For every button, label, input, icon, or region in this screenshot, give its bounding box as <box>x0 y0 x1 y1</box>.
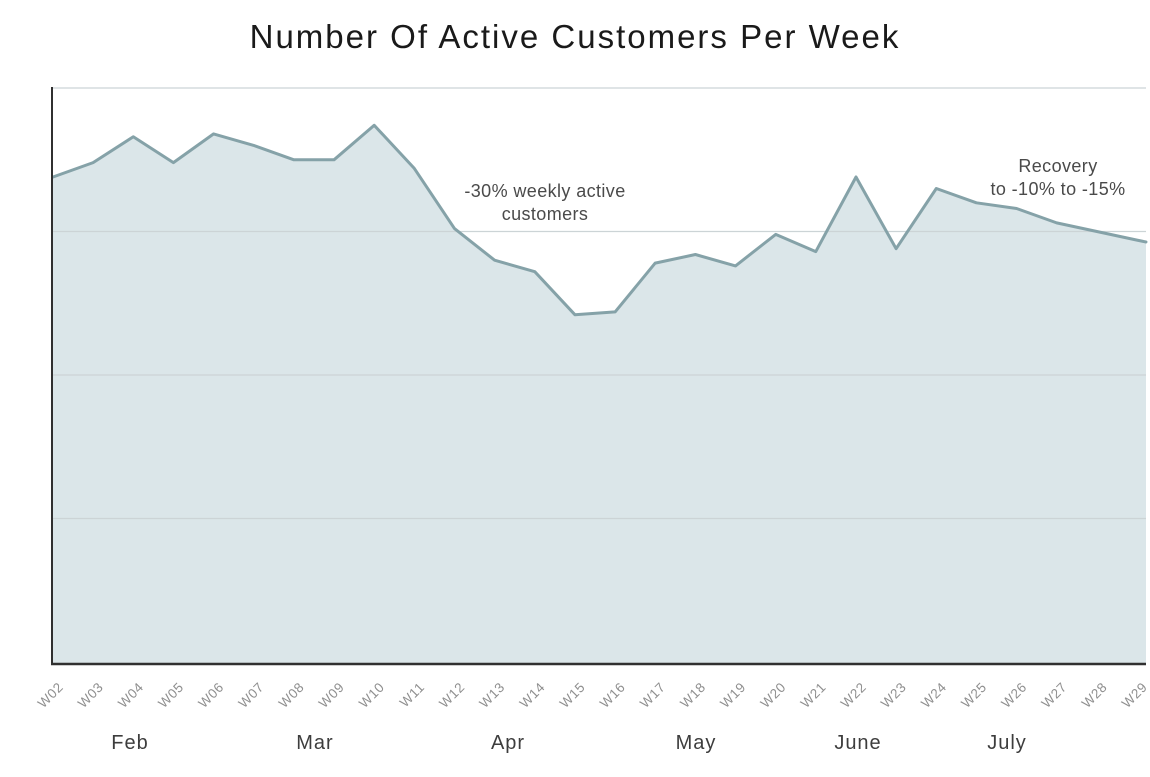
x-tick-label: W12 <box>436 680 467 711</box>
annotation-drop-line2: customers <box>501 204 589 224</box>
x-tick-label: W05 <box>155 680 186 711</box>
x-tick-label: W08 <box>276 680 307 711</box>
x-tick-label: W11 <box>397 680 428 711</box>
x-tick-label: W16 <box>597 680 628 711</box>
area-fill <box>53 125 1146 665</box>
x-tick-label: W14 <box>517 680 548 711</box>
x-tick-label: W18 <box>677 680 708 711</box>
x-tick-label: W27 <box>1039 680 1070 711</box>
x-tick-label: W04 <box>115 680 146 711</box>
month-label-apr: Apr <box>491 732 525 754</box>
x-tick-label: W17 <box>637 680 668 711</box>
series-line <box>51 123 1148 317</box>
x-tick-label: W09 <box>316 680 347 711</box>
x-tick-label: W06 <box>195 680 226 711</box>
x-tick-label: W22 <box>838 680 869 711</box>
x-tick-label: W24 <box>918 680 949 711</box>
month-label-may: May <box>676 732 717 754</box>
annotation-recovery-line1: Recovery <box>1018 156 1098 176</box>
month-label-mar: Mar <box>296 732 333 754</box>
x-tick-label: W26 <box>998 680 1029 711</box>
annotation-recovery: Recovery to -10% to -15% <box>948 155 1150 201</box>
x-tick-label: W10 <box>356 680 387 711</box>
annotation-drop: -30% weekly active customers <box>433 180 657 226</box>
x-tick-label: W25 <box>958 680 989 711</box>
x-tick-label: W15 <box>557 680 588 711</box>
month-label-feb: Feb <box>111 732 148 754</box>
x-tick-label: W07 <box>236 680 267 711</box>
annotation-drop-line1: -30% weekly active <box>464 181 626 201</box>
x-tick-label: W21 <box>798 680 829 711</box>
month-label-june: June <box>834 732 881 754</box>
x-tick-label: W23 <box>878 680 909 711</box>
x-tick-label: W28 <box>1079 680 1110 711</box>
x-tick-label: W02 <box>35 680 66 711</box>
month-label-july: July <box>987 732 1027 754</box>
x-tick-label: W03 <box>75 680 106 711</box>
x-tick-label: W13 <box>476 680 507 711</box>
annotation-recovery-line2: to -10% to -15% <box>990 179 1126 199</box>
chart-title: Number Of Active Customers Per Week <box>249 18 901 55</box>
x-tick-label: W19 <box>717 680 748 711</box>
x-tick-label: W20 <box>758 680 789 711</box>
x-tick-label: W29 <box>1119 680 1150 711</box>
